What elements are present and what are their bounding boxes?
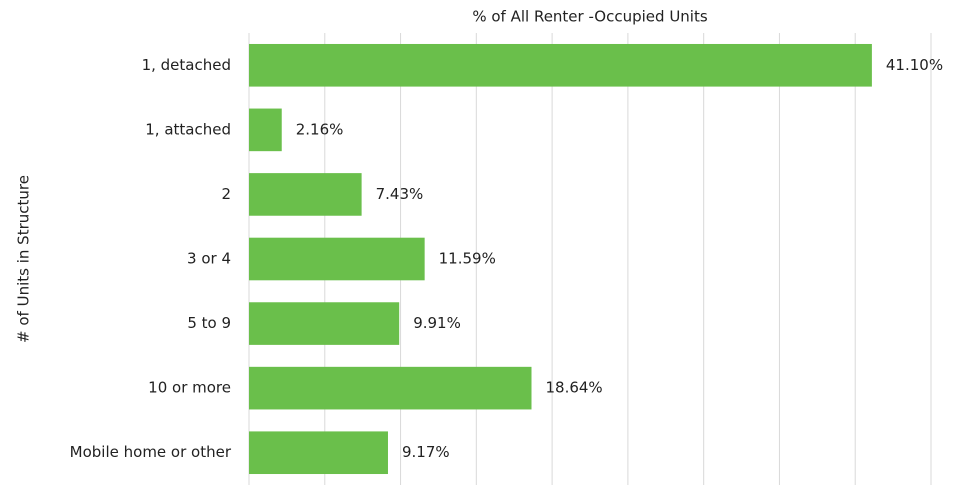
y-tick-label: 5 to 9	[187, 314, 231, 332]
bar	[249, 108, 282, 152]
bar	[249, 431, 388, 475]
value-label: 18.64%	[545, 379, 602, 397]
y-tick-label: 1, attached	[145, 120, 231, 138]
y-tick-label: 2	[221, 185, 231, 203]
value-label: 7.43%	[376, 185, 424, 203]
y-tick-label: 10 or more	[148, 379, 231, 397]
value-label: 11.59%	[439, 250, 496, 268]
bar	[249, 366, 532, 410]
value-label: 9.91%	[413, 314, 461, 332]
value-label: 41.10%	[886, 56, 943, 74]
bar	[249, 43, 872, 87]
y-axis-label: # of Units in Structure	[15, 175, 33, 343]
bar	[249, 302, 400, 345]
value-label: 2.16%	[296, 120, 344, 138]
bar	[249, 173, 362, 216]
y-tick-label: 3 or 4	[187, 250, 231, 268]
y-tick-label: Mobile home or other	[70, 443, 232, 461]
value-label: 9.17%	[402, 443, 450, 461]
chart-title: % of All Renter -Occupied Units	[472, 8, 708, 26]
bar	[249, 237, 425, 281]
y-tick-label: 1, detached	[142, 56, 231, 74]
